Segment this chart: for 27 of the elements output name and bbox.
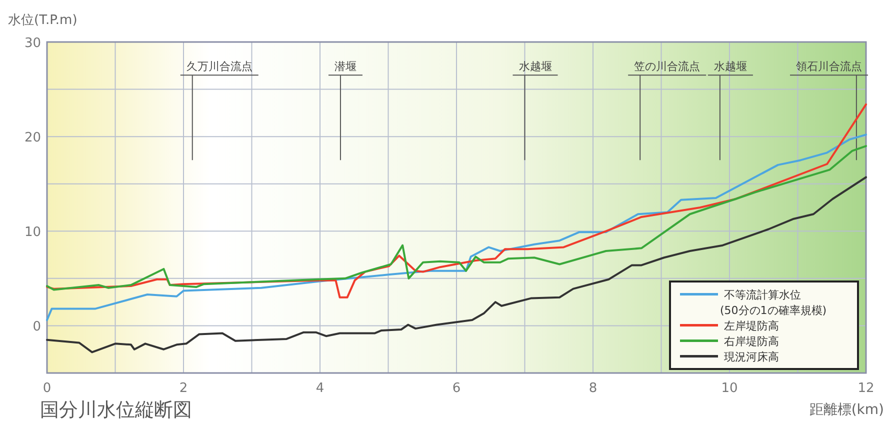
ref-line-label: 笠の川合流点	[634, 60, 700, 74]
ref-line-label: 水越堰	[518, 60, 552, 74]
ref-line-label: 水越堰	[714, 60, 747, 74]
ref-line-label: 潜堰	[334, 60, 356, 74]
x-tick-label: 4	[316, 381, 324, 396]
x-tick-label: 0	[42, 381, 52, 396]
x-tick-label: 6	[452, 381, 461, 396]
ref-line-label: 久万川合流点	[186, 60, 252, 74]
legend-label: 左岸堤防高	[724, 319, 779, 332]
line-series	[46, 134, 867, 322]
x-tick-label: 8	[588, 381, 598, 396]
legend-label: 現況河床高	[724, 350, 779, 364]
x-tick-label: 12	[858, 381, 874, 396]
line-series	[46, 145, 867, 291]
y-tick-label: 20	[24, 130, 41, 146]
y-tick-label: 0	[32, 320, 41, 335]
legend-label: 不等流計算水位 (50分の1の確率規模)	[720, 288, 827, 317]
line-series	[46, 103, 867, 298]
ref-line-label: 領石川合流点	[796, 60, 862, 74]
x-axis-title: 距離標(km)	[809, 402, 884, 418]
y-tick-label: 30	[24, 36, 41, 51]
y-tick-label: 10	[24, 225, 41, 240]
x-tick-label: 2	[179, 381, 188, 396]
text: 国分川水位縦断図	[40, 399, 192, 421]
x-tick-label: 10	[721, 381, 738, 396]
legend-label: 右岸堤防高	[724, 334, 779, 348]
y-axis-title: 水位(T.P.m)	[8, 13, 78, 28]
